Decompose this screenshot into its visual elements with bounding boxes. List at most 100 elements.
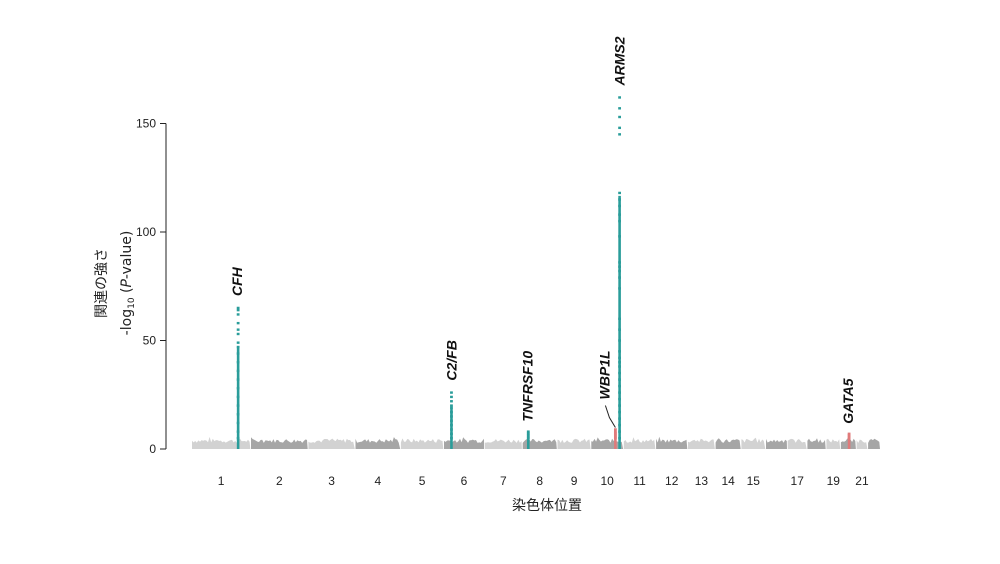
snp-point: [236, 308, 240, 312]
chromosome-band-5: [400, 438, 444, 449]
snp-point: [618, 339, 621, 342]
snp-point: [450, 404, 453, 407]
snp-point: [236, 413, 240, 416]
snp-point: [618, 404, 621, 407]
gene-label: ARMS2: [612, 36, 628, 86]
chromosome-label-4: 4: [374, 474, 381, 488]
chromosome-band-8: [522, 438, 557, 449]
snp-point: [236, 345, 240, 349]
snp-point: [847, 434, 851, 438]
y-axis-title: 関連の強さ: [94, 248, 110, 318]
snp-point: [236, 387, 240, 390]
chromosome-label-14: 14: [721, 474, 735, 488]
x-axis-title: 染色体位置: [512, 497, 582, 514]
snp-point: [618, 235, 621, 238]
snp-point: [618, 198, 621, 201]
snp-point: [450, 428, 453, 431]
chromosome-label-15: 15: [747, 474, 761, 488]
snp-point: [618, 371, 621, 375]
snp-point: [618, 397, 621, 401]
snp-point: [618, 133, 621, 136]
snp-point: [618, 269, 621, 273]
chromosome-label-5: 5: [419, 474, 426, 488]
snp-point: [236, 378, 240, 381]
gene-label: TNFRSF10: [519, 351, 535, 422]
snp-point: [618, 204, 621, 208]
y-subtitle-subscript: 10: [127, 297, 137, 309]
snp-point: [618, 378, 621, 381]
chromosome-band-3: [308, 438, 355, 449]
snp-point: [618, 430, 621, 433]
y-tick-label: 100: [136, 225, 156, 239]
chromosome-label-8: 8: [536, 474, 543, 488]
chromosome-band-13: [688, 438, 715, 449]
chromosome-label-13: 13: [695, 474, 709, 488]
snp-point: [618, 276, 621, 279]
snp-point: [618, 219, 621, 223]
y-subtitle-suffix: -value): [119, 231, 135, 279]
snp-point: [236, 421, 240, 425]
locus-c2-fb: [450, 391, 453, 449]
snp-point: [450, 436, 453, 440]
snp-point: [618, 328, 621, 331]
snp-point: [236, 332, 240, 336]
snp-point: [618, 287, 621, 290]
chromosome-label-10: 10: [601, 474, 615, 488]
snp-point: [613, 436, 617, 440]
chromosome-band-4: [355, 437, 401, 449]
snp-point: [450, 415, 453, 418]
chromosome-label-6: 6: [461, 474, 468, 488]
chromosome-band-7: [484, 439, 522, 449]
chromosome-label-9: 9: [571, 474, 578, 488]
snp-point: [618, 265, 621, 268]
snp-point: [526, 434, 530, 438]
snp-point: [618, 417, 621, 420]
chromosome-label-7: 7: [500, 474, 507, 488]
y-tick-label: 0: [149, 442, 156, 456]
snp-point: [236, 395, 240, 399]
chromosome-band-16: [766, 438, 787, 449]
chromosome-label-1: 1: [218, 474, 225, 488]
chromosome-band-17: [787, 438, 807, 449]
snp-point: [236, 430, 240, 433]
chromosome-band-19: [826, 438, 841, 449]
chromosome-band-1: [192, 436, 251, 449]
snp-point: [450, 432, 453, 436]
snp-point: [618, 126, 621, 130]
gene-label: GATA5: [840, 378, 856, 424]
snp-point: [618, 356, 621, 360]
snp-point: [450, 391, 453, 394]
chromosome-label-3: 3: [328, 474, 335, 488]
locus-tnfrsf10: [526, 430, 530, 449]
chromosome-label-21: 21: [855, 474, 869, 488]
y-axis-subtitle: -log10 (P-value): [119, 231, 137, 336]
snp-point: [236, 306, 240, 310]
snp-point: [450, 423, 453, 427]
chromosome-band-15: [741, 437, 766, 449]
chromosome-band-9: [557, 438, 591, 449]
snp-point: [618, 317, 621, 320]
y-subtitle-p: P: [119, 279, 135, 288]
chromosome-band-14: [715, 438, 741, 449]
snp-point: [618, 410, 621, 414]
loci-layer: CFH C2/FB TNFRSF10 WBP1L ARMS2 GATA5: [229, 36, 856, 449]
snp-point: [450, 406, 453, 409]
snp-point: [236, 341, 240, 344]
snp-point: [618, 423, 621, 427]
snp-point: [450, 419, 453, 422]
chromosome-label-19: 19: [827, 474, 841, 488]
snp-point: [236, 404, 240, 407]
chromosome-label-2: 2: [276, 474, 283, 488]
gene-label: WBP1L: [596, 351, 612, 400]
chromosome-label-17: 17: [791, 474, 805, 488]
locus-cfh: [236, 306, 240, 449]
snp-point: [618, 365, 621, 368]
snp-point: [526, 432, 530, 436]
snp-point: [236, 369, 240, 373]
locus-gata5: [847, 432, 851, 449]
y-tick-label: 50: [143, 334, 157, 348]
y-tick-label: 150: [136, 117, 156, 131]
snp-point: [613, 428, 617, 431]
chromosome-band-2: [251, 437, 308, 449]
locus-arms2: [618, 96, 621, 449]
